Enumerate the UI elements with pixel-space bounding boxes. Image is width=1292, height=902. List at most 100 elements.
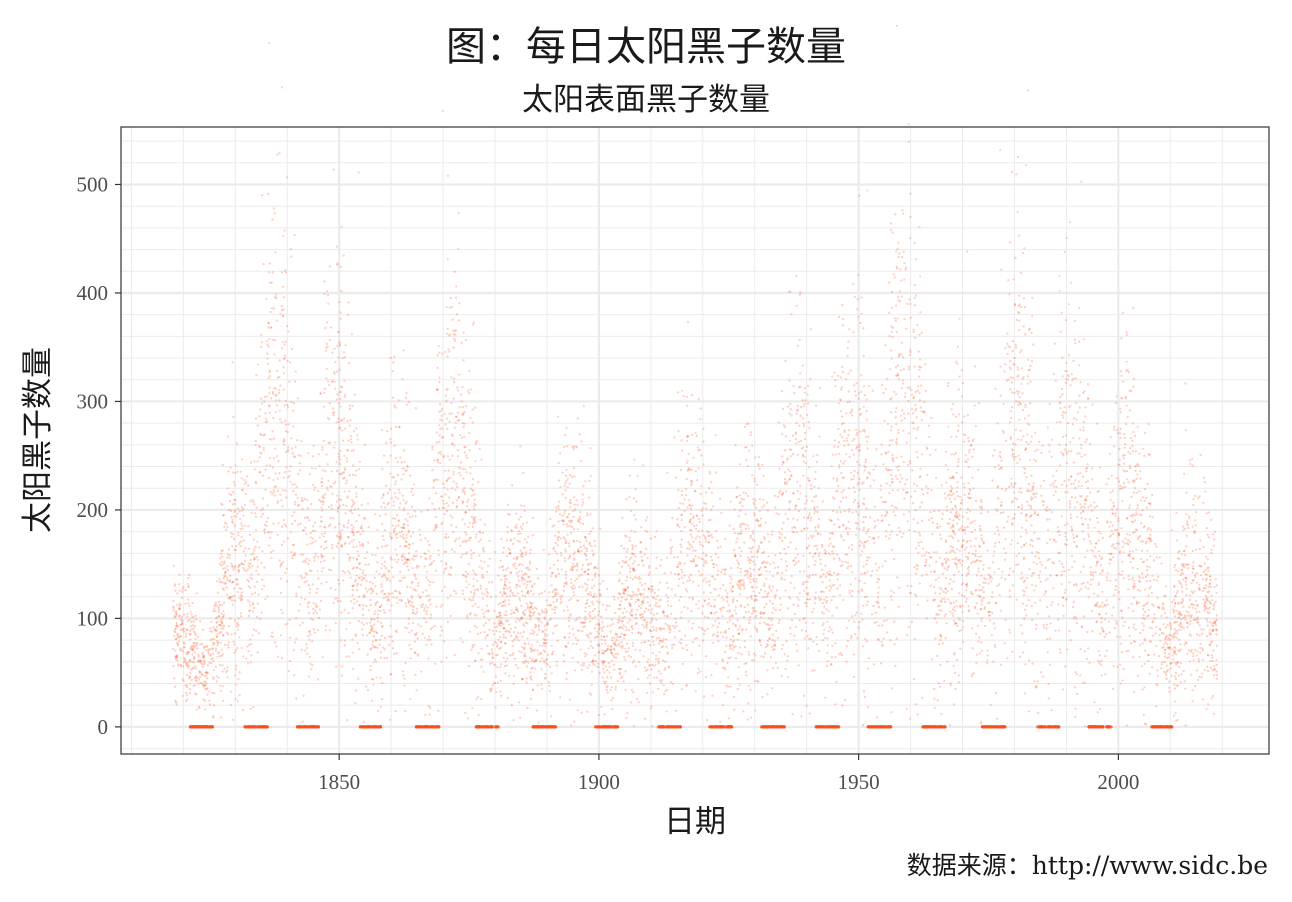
data-point <box>528 560 531 563</box>
data-point <box>596 630 599 633</box>
data-point <box>960 594 963 597</box>
data-point <box>482 612 485 615</box>
data-point <box>1204 490 1207 493</box>
data-point <box>736 583 739 586</box>
data-point <box>1096 490 1099 493</box>
data-point <box>527 590 530 594</box>
data-point <box>194 614 197 617</box>
data-point <box>548 619 552 622</box>
data-point <box>780 674 783 678</box>
data-point <box>585 558 588 561</box>
data-point <box>323 387 326 390</box>
data-point <box>781 492 784 495</box>
data-point <box>970 675 973 678</box>
data-point <box>587 568 590 571</box>
data-point <box>808 512 811 515</box>
data-point <box>303 497 306 501</box>
data-point <box>983 576 986 580</box>
data-point <box>905 327 908 330</box>
data-point <box>545 609 549 613</box>
data-point <box>226 669 229 672</box>
data-point <box>626 586 629 590</box>
data-point <box>1011 452 1015 455</box>
data-point <box>1179 681 1182 684</box>
data-point <box>545 622 549 625</box>
data-point <box>940 635 943 638</box>
data-point <box>848 400 852 403</box>
data-point <box>630 688 634 691</box>
data-point <box>1150 626 1154 630</box>
data-point <box>862 327 865 330</box>
data-point <box>1195 618 1198 622</box>
data-point <box>447 477 450 480</box>
data-point <box>177 664 180 667</box>
data-point <box>260 333 263 336</box>
data-point <box>783 425 787 428</box>
data-point <box>258 456 261 459</box>
data-point <box>308 630 311 634</box>
data-point <box>1031 315 1034 318</box>
data-point <box>898 252 901 255</box>
data-point <box>947 598 950 601</box>
data-point <box>452 470 455 473</box>
data-point <box>802 554 805 557</box>
data-point <box>450 376 453 379</box>
data-point <box>628 602 631 605</box>
data-point <box>474 516 477 519</box>
data-point <box>345 628 348 631</box>
data-point <box>963 440 966 443</box>
data-point <box>301 621 304 624</box>
data-point <box>1032 561 1035 564</box>
data-point <box>1075 418 1078 421</box>
data-point <box>242 655 245 658</box>
data-point <box>357 171 360 174</box>
data-point <box>400 555 403 558</box>
data-point <box>1061 414 1064 417</box>
data-point <box>811 622 815 625</box>
data-point <box>839 399 842 402</box>
data-point <box>1032 482 1035 485</box>
data-point <box>1168 690 1171 693</box>
data-point <box>464 445 467 449</box>
data-point <box>389 579 392 583</box>
data-point <box>374 602 378 605</box>
data-point <box>1172 598 1175 601</box>
data-point <box>623 615 626 618</box>
data-point <box>623 547 626 550</box>
data-point <box>542 649 545 652</box>
data-point <box>1026 433 1029 436</box>
data-point <box>1072 616 1075 620</box>
data-point <box>240 595 243 598</box>
data-point <box>1133 623 1136 626</box>
data-point <box>1177 624 1180 627</box>
data-point <box>414 577 418 580</box>
data-point <box>1148 540 1152 543</box>
data-point <box>796 409 799 412</box>
data-point <box>636 697 639 701</box>
data-point <box>446 427 449 431</box>
data-point <box>969 545 972 548</box>
data-point <box>1211 629 1214 633</box>
data-point <box>847 520 850 523</box>
data-point <box>831 631 834 634</box>
data-point <box>895 466 898 469</box>
data-point <box>351 567 354 570</box>
data-point <box>1191 579 1194 582</box>
data-point <box>775 589 779 592</box>
data-point <box>193 642 196 645</box>
data-point <box>1067 375 1070 378</box>
data-point <box>213 605 216 608</box>
data-point <box>703 599 707 602</box>
data-point <box>932 598 936 601</box>
data-point <box>402 670 405 673</box>
data-point <box>792 434 795 437</box>
data-point <box>746 572 749 575</box>
data-point <box>383 611 386 614</box>
data-point <box>853 490 856 493</box>
data-point <box>465 575 468 578</box>
data-point <box>443 513 446 516</box>
data-point <box>797 604 800 608</box>
data-point <box>719 545 722 548</box>
data-point <box>1121 397 1124 400</box>
data-point <box>577 519 580 523</box>
